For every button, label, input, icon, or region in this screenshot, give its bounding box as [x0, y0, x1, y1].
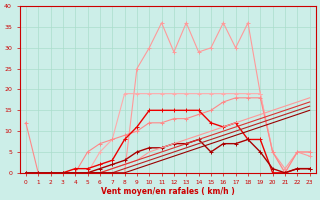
X-axis label: Vent moyen/en rafales ( km/h ): Vent moyen/en rafales ( km/h )	[101, 187, 235, 196]
